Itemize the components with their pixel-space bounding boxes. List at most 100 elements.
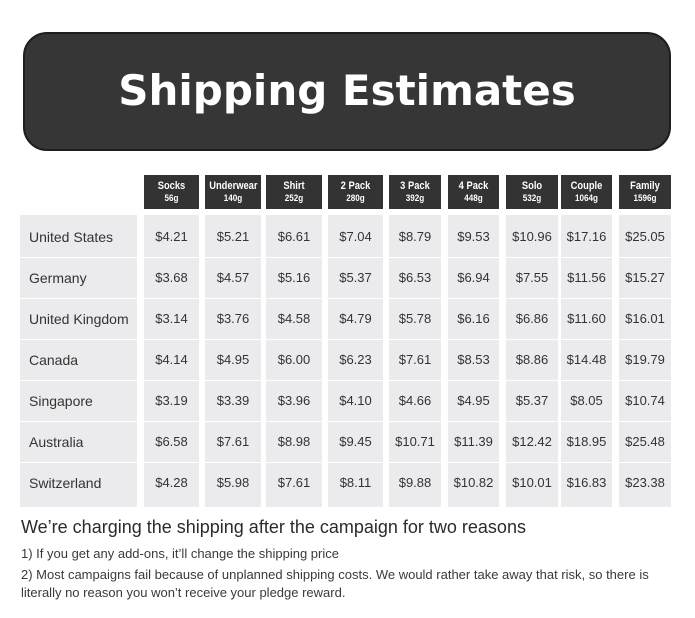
row-divider	[205, 257, 261, 258]
column-header: Underwear 140g	[205, 175, 261, 209]
price-cell: $4.95	[457, 393, 490, 408]
price-cell: $4.10	[339, 393, 372, 408]
page-title: Shipping Estimates	[118, 66, 576, 115]
country-label: Germany	[29, 269, 87, 286]
price-cell: $4.21	[155, 229, 188, 244]
price-cell: $3.68	[155, 270, 188, 285]
row-divider	[561, 298, 612, 299]
price-cell: $4.28	[155, 475, 188, 490]
row-divider	[20, 462, 137, 463]
row-divider	[561, 462, 612, 463]
row-divider	[448, 462, 499, 463]
price-cell: $7.61	[398, 352, 432, 367]
price-cell: $6.61	[277, 229, 311, 244]
price-cell: $5.21	[216, 229, 250, 244]
price-cell: $14.48	[566, 352, 607, 367]
row-divider	[389, 257, 441, 258]
row-divider	[506, 257, 558, 258]
column-header-weight: 1064g	[575, 193, 598, 203]
row-divider	[619, 298, 671, 299]
price-cell: $7.04	[339, 229, 372, 244]
country-label: United Kingdom	[29, 310, 129, 327]
price-cell: $7.61	[277, 475, 311, 490]
row-divider	[328, 339, 383, 340]
price-cell: $7.55	[515, 270, 549, 285]
row-divider	[506, 421, 558, 422]
price-cell: $10.71	[395, 434, 435, 449]
column-header-weight: 140g	[223, 193, 243, 203]
row-divider	[144, 380, 199, 381]
column-header: Family 1596g	[619, 175, 671, 209]
column-header-weight: 280g	[346, 193, 365, 203]
row-divider	[619, 421, 671, 422]
row-divider	[266, 462, 322, 463]
row-divider	[20, 298, 137, 299]
price-column	[144, 215, 199, 507]
price-cell: $4.57	[216, 270, 250, 285]
price-cell: $23.38	[625, 475, 665, 490]
price-cell: $4.58	[277, 311, 311, 326]
row-divider	[506, 380, 558, 381]
column-header-weight: 252g	[284, 193, 304, 203]
row-divider	[144, 421, 199, 422]
price-cell: $25.48	[625, 434, 665, 449]
price-cell: $8.98	[277, 434, 311, 449]
row-divider	[389, 421, 441, 422]
column-header-name: Solo	[521, 180, 543, 192]
row-divider	[619, 462, 671, 463]
price-cell: $4.66	[398, 393, 432, 408]
price-cell: $15.27	[625, 270, 665, 285]
row-divider	[144, 257, 199, 258]
row-divider	[144, 298, 199, 299]
row-divider	[328, 421, 383, 422]
column-header-weight: 448g	[464, 193, 483, 203]
price-cell: $10.82	[453, 475, 494, 490]
price-cell: $3.96	[277, 393, 311, 408]
row-divider	[266, 257, 322, 258]
price-column	[506, 215, 558, 507]
price-cell: $6.86	[515, 311, 549, 326]
price-cell: $18.95	[566, 434, 607, 449]
price-cell: $5.98	[216, 475, 250, 490]
price-cell: $8.79	[398, 229, 432, 244]
row-divider	[205, 298, 261, 299]
price-cell: $3.14	[155, 311, 188, 326]
price-cell: $6.53	[398, 270, 432, 285]
column-header: Socks 56g	[144, 175, 199, 209]
column-header: 4 Pack 448g	[448, 175, 499, 209]
column-header-name: 4 Pack	[458, 180, 489, 192]
row-divider	[506, 298, 558, 299]
price-cell: $7.61	[216, 434, 250, 449]
row-divider	[619, 380, 671, 381]
row-divider	[328, 462, 383, 463]
row-divider	[205, 339, 261, 340]
price-cell: $11.39	[454, 434, 493, 449]
note-line-2: 2) Most campaigns fail because of unplan…	[21, 567, 649, 600]
price-cell: $5.37	[515, 393, 549, 408]
column-header-name: 3 Pack	[400, 180, 430, 192]
row-divider	[266, 339, 322, 340]
price-cell: $9.53	[457, 229, 490, 244]
price-cell: $12.42	[512, 434, 552, 449]
price-cell: $4.14	[155, 352, 188, 367]
row-divider	[389, 298, 441, 299]
country-column	[20, 215, 137, 507]
price-cell: $8.11	[339, 475, 372, 490]
price-cell: $3.39	[216, 393, 250, 408]
row-divider	[619, 257, 671, 258]
column-header-name: Socks	[157, 180, 186, 192]
price-cell: $8.53	[457, 352, 490, 367]
price-cell: $16.83	[566, 475, 607, 490]
row-divider	[619, 339, 671, 340]
column-header: Solo 532g	[506, 175, 558, 209]
price-cell: $5.16	[277, 270, 311, 285]
price-column	[619, 215, 671, 507]
column-header: Couple 1064g	[561, 175, 612, 209]
row-divider	[448, 257, 499, 258]
price-cell: $6.00	[277, 352, 311, 367]
row-divider	[561, 380, 612, 381]
price-cell: $3.19	[155, 393, 188, 408]
row-divider	[328, 298, 383, 299]
country-label: Canada	[29, 351, 79, 368]
price-cell: $25.05	[625, 229, 665, 244]
